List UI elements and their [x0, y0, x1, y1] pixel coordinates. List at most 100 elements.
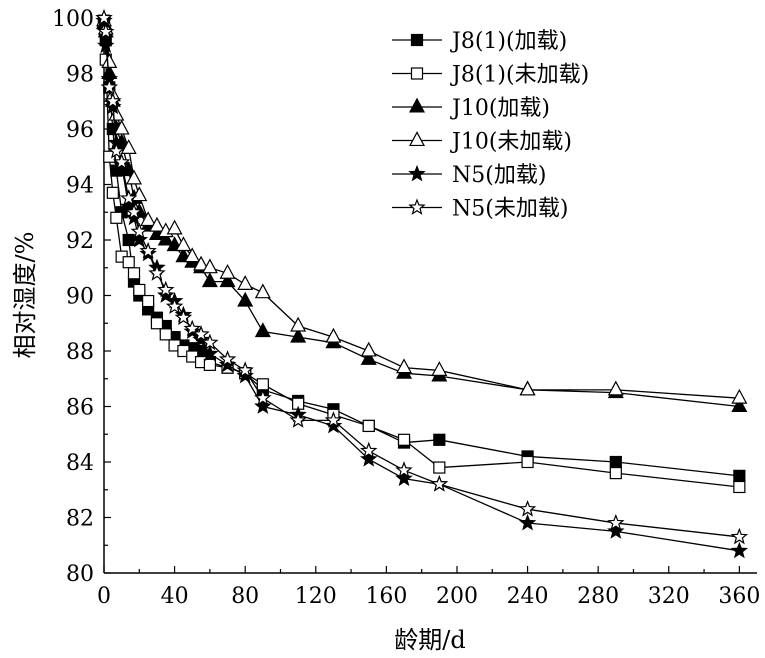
data-point — [97, 36, 115, 54]
data-point — [219, 263, 236, 279]
series-6 — [95, 8, 749, 545]
y-tick-label: 98 — [66, 63, 94, 88]
legend-label: J8(1)(未加载) — [450, 63, 589, 88]
data-point — [184, 247, 201, 263]
data-point — [175, 236, 192, 252]
data-point — [290, 327, 307, 343]
data-point — [148, 216, 165, 232]
data-point — [133, 283, 146, 297]
data-point — [397, 433, 411, 446]
legend-label: N5(加载) — [452, 163, 546, 188]
data-point — [396, 358, 413, 374]
legend-label: J8(1)(加载) — [450, 29, 567, 54]
data-point — [131, 186, 148, 202]
series-layer — [95, 8, 749, 559]
data-point — [130, 230, 149, 248]
data-point — [254, 322, 271, 338]
data-point — [607, 513, 625, 531]
data-point — [127, 267, 141, 280]
legend-label: J10(未加载) — [450, 130, 572, 155]
data-point — [192, 330, 210, 348]
legend-item: N5(未加载) — [392, 197, 568, 222]
data-point — [237, 275, 254, 290]
y-tick-label: 92 — [66, 229, 94, 254]
data-point — [140, 211, 157, 227]
series-5 — [95, 11, 749, 559]
data-point — [201, 272, 218, 288]
data-point — [203, 358, 216, 371]
y-tick-label: 86 — [66, 396, 94, 421]
data-point — [256, 378, 269, 391]
data-point — [236, 361, 254, 378]
y-tick-label: 88 — [66, 340, 94, 365]
series-line — [103, 20, 740, 477]
data-point — [125, 169, 143, 185]
data-point — [607, 380, 624, 396]
data-point — [150, 317, 164, 330]
data-point — [100, 78, 119, 95]
series-line — [103, 20, 740, 399]
data-point — [125, 208, 143, 226]
legend-marker — [408, 164, 426, 182]
data-point — [219, 272, 236, 288]
x-tick-label: 0 — [97, 584, 111, 609]
data-point — [360, 441, 378, 459]
data-point — [731, 388, 748, 404]
x-tick-label: 320 — [648, 584, 690, 609]
x-tick-label: 360 — [718, 584, 760, 609]
data-point — [518, 500, 537, 517]
data-point — [193, 255, 210, 271]
data-point — [290, 316, 307, 332]
data-point — [324, 411, 343, 428]
data-point — [139, 241, 157, 259]
data-point — [360, 341, 377, 357]
x-ticks: 0 40 80 120 160 200 240 280 320 360 — [97, 566, 760, 609]
data-point — [165, 297, 184, 315]
series-line — [103, 17, 740, 538]
legend-item: N5(加载) — [392, 163, 546, 188]
data-point — [174, 308, 193, 326]
data-point — [119, 189, 138, 206]
data-point — [237, 291, 254, 307]
data-point — [433, 461, 446, 474]
data-point — [254, 397, 272, 414]
data-point — [730, 527, 749, 545]
data-point — [122, 233, 135, 247]
x-tick-label: 40 — [161, 584, 189, 609]
data-point — [325, 327, 342, 343]
y-tick-label: 80 — [66, 562, 94, 587]
data-point — [433, 433, 446, 446]
data-point — [107, 142, 126, 159]
x-tick-label: 80 — [231, 584, 259, 609]
data-point — [731, 397, 748, 413]
data-point — [120, 139, 137, 154]
data-point — [254, 389, 272, 406]
legend-marker — [408, 97, 426, 113]
x-tick-label: 200 — [436, 584, 478, 609]
data-point — [148, 264, 166, 281]
data-point — [95, 8, 113, 26]
data-point — [362, 419, 375, 433]
x-tick-label: 280 — [577, 584, 619, 609]
plot-frame — [103, 18, 757, 574]
data-point — [157, 286, 175, 303]
series-2 — [97, 14, 746, 494]
legend-marker — [408, 198, 426, 215]
legend-marker — [410, 33, 424, 47]
data-point — [360, 349, 377, 365]
data-point — [607, 522, 625, 539]
data-point — [519, 380, 536, 396]
data-point — [254, 283, 271, 299]
data-point — [166, 219, 183, 235]
data-point — [201, 258, 218, 274]
data-point — [192, 325, 210, 342]
legend-item: J10(加载) — [392, 96, 550, 121]
data-point — [730, 541, 749, 559]
data-point — [360, 450, 378, 467]
data-point — [97, 22, 115, 40]
series-line — [103, 20, 740, 488]
y-tick-label: 90 — [66, 285, 94, 310]
data-point — [110, 211, 123, 224]
x-axis-title: 龄期/d — [394, 626, 465, 654]
data-point — [609, 455, 622, 469]
